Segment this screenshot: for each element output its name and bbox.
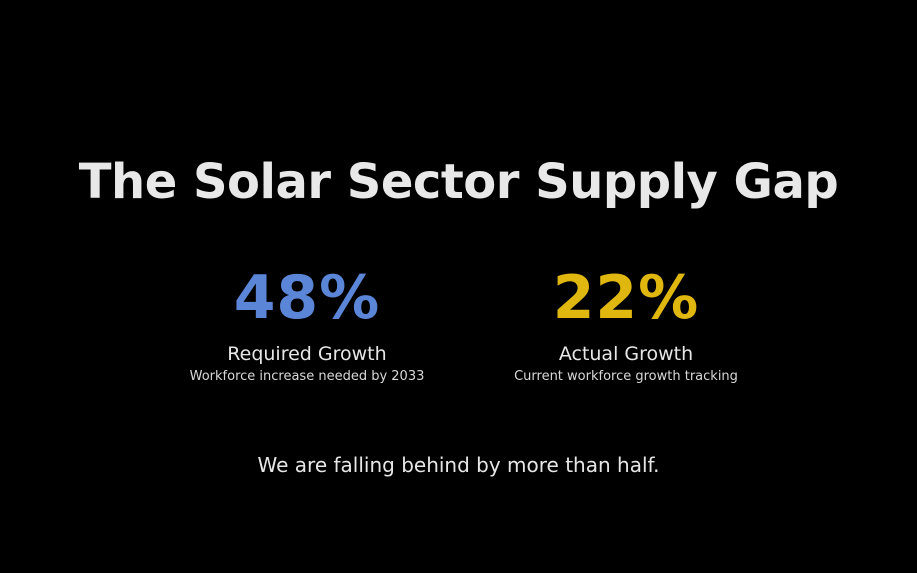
- stat-description: Workforce increase needed by 2033: [189, 369, 425, 384]
- stat-value: 22%: [552, 263, 700, 333]
- stat-label: Actual Growth: [558, 343, 694, 365]
- stat-actual-growth: 22% Actual Growth Current workforce grow…: [476, 262, 776, 386]
- stat-required-growth: 48% Required Growth Workforce increase n…: [157, 262, 457, 386]
- stat-value: 48%: [233, 263, 381, 333]
- slide-tagline: We are falling behind by more than half.: [257, 453, 660, 477]
- stat-description: Current workforce growth tracking: [514, 369, 738, 384]
- slide-title: The Solar Sector Supply Gap: [78, 154, 839, 210]
- stat-label: Required Growth: [227, 343, 387, 365]
